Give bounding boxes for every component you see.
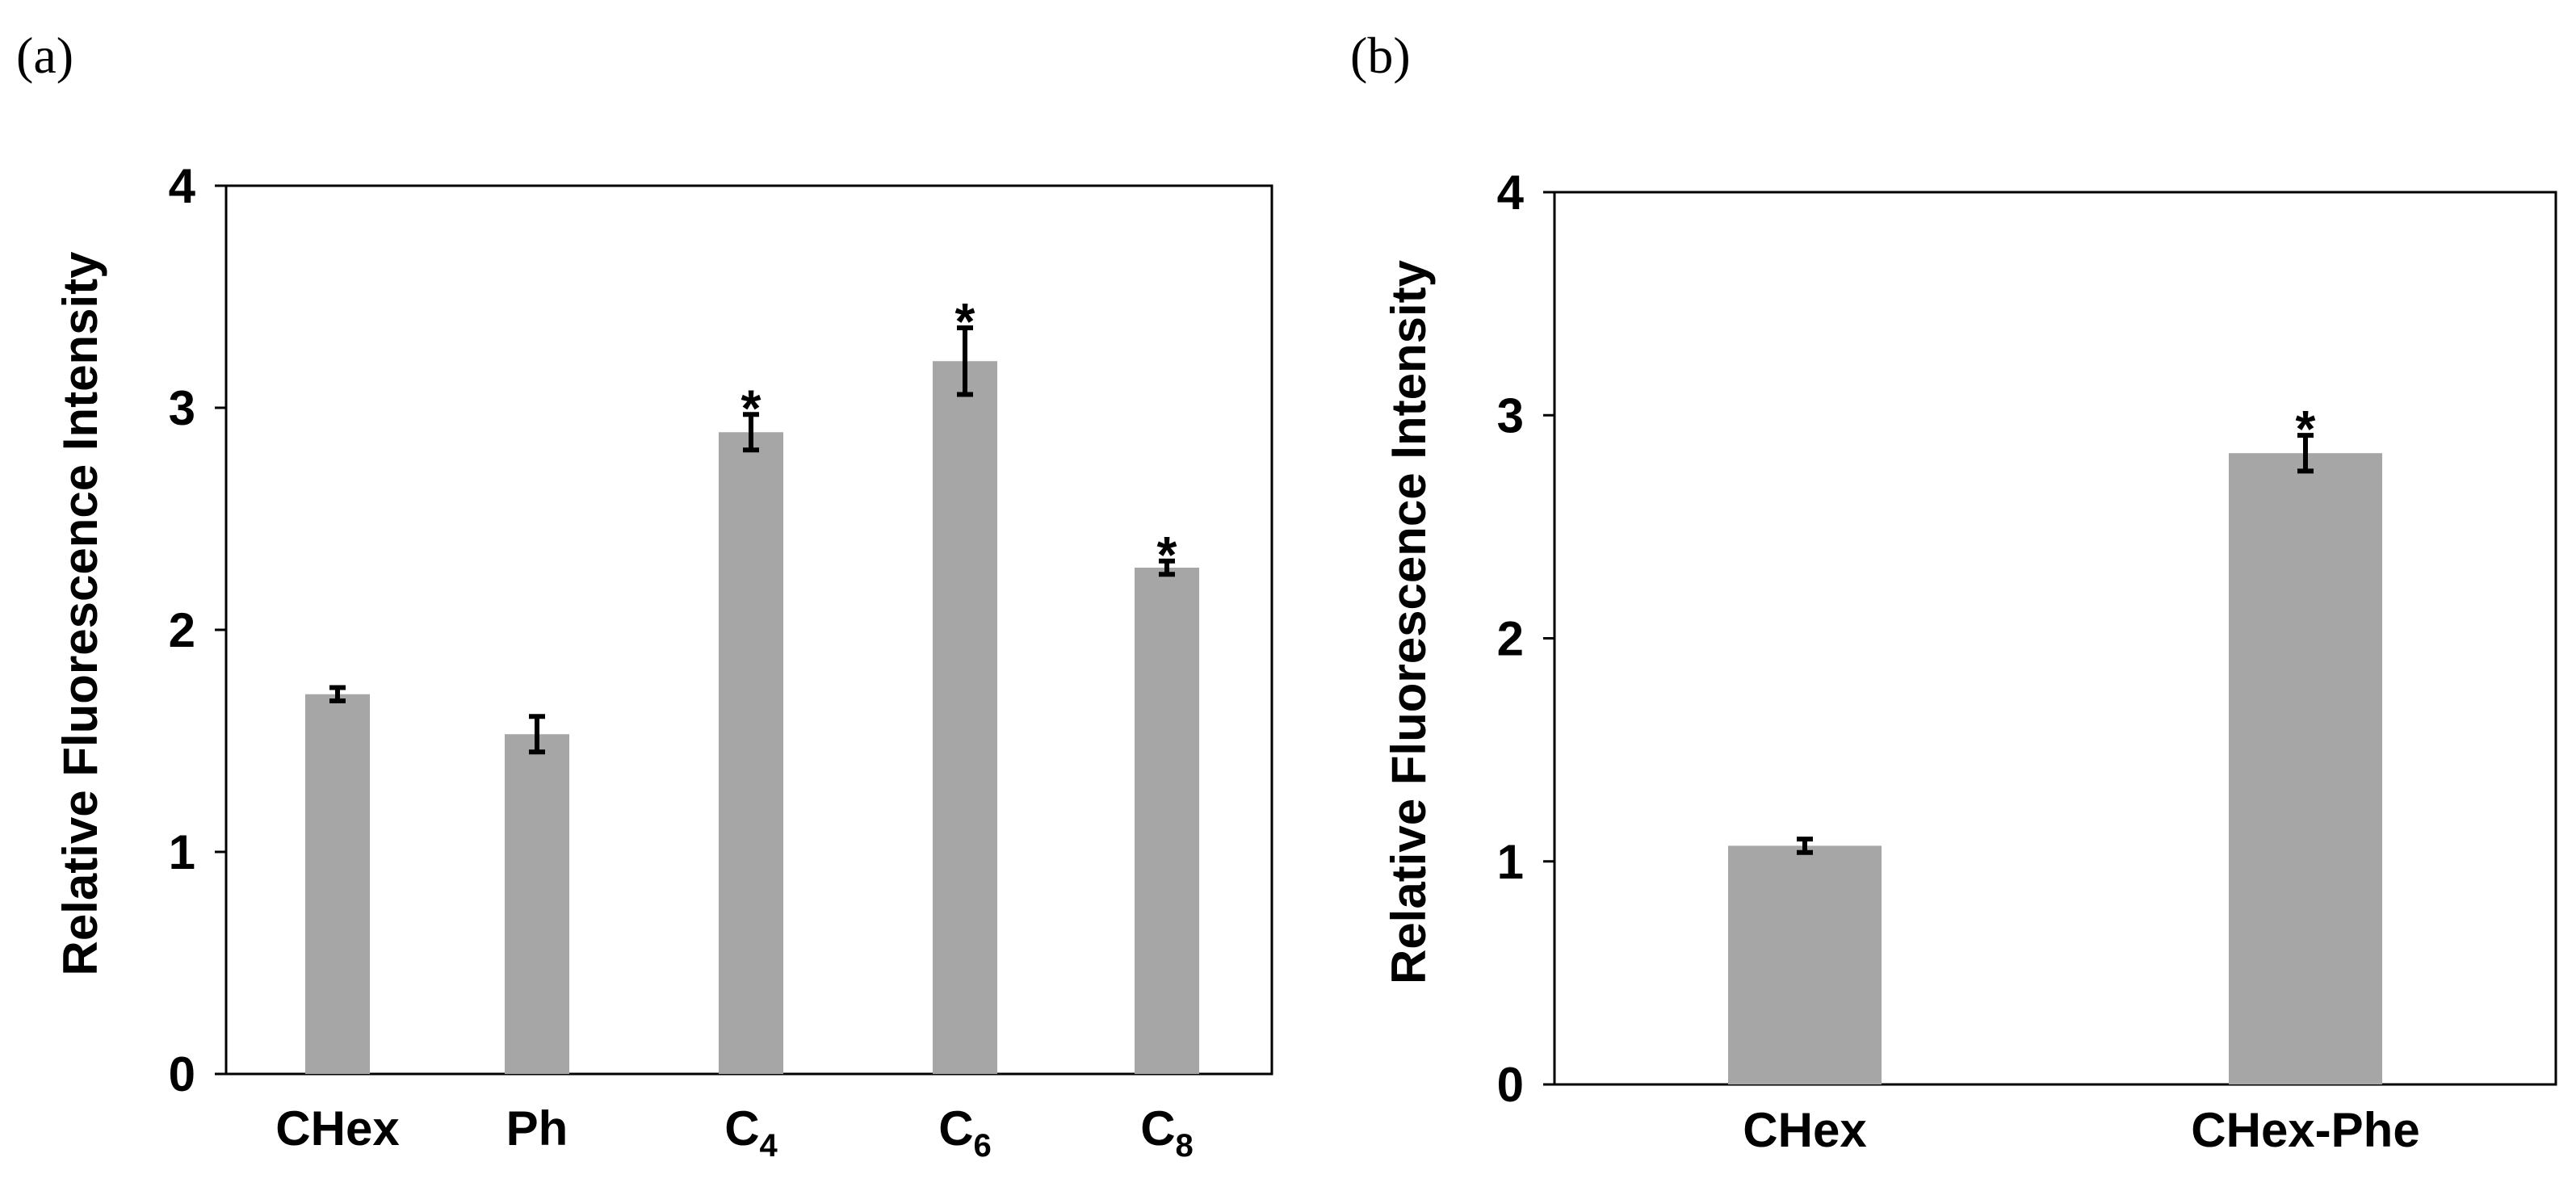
panel-a-significance-marker: * (741, 379, 761, 437)
panel-a-y-tick-label: 4 (169, 159, 196, 213)
category-main-text: CHex (1743, 1103, 1866, 1157)
panel-b-y-tick-label: 1 (1497, 835, 1524, 889)
category-main-text: CHex-Phe (2191, 1103, 2419, 1157)
panel-a-significance-marker: * (955, 292, 975, 350)
panel-a-label: (a) (16, 27, 73, 84)
panel-b-plot-frame (1553, 191, 2557, 1086)
panel-a-bar (933, 361, 997, 1074)
category-main-text: C (938, 1101, 973, 1156)
panel-b-category-label: CHex (1743, 1103, 1866, 1157)
panel-b-y-tick-label: 2 (1497, 612, 1524, 666)
panel-b-bar (1728, 845, 1882, 1084)
panel-a-bar (719, 432, 783, 1074)
panel-b-y-tick-label: 4 (1497, 166, 1525, 220)
panel-a-category-label: C4 (724, 1101, 778, 1164)
panel-a-chart: (a) 0 1 2 3 4 Relative Fluorescence Intensity C… (16, 27, 1273, 1164)
category-subscript: 8 (1176, 1128, 1194, 1164)
panel-b-chart: (b) 0 1 2 3 4 Relative Fluorescence Intensity C… (1350, 27, 2557, 1157)
panel-a-category-label: C6 (938, 1101, 992, 1164)
panel-b-y-axis-title: Relative Fluorescence Intensity (1382, 259, 1436, 984)
panel-a-bar (305, 694, 370, 1074)
panel-a-category-label: Ph (506, 1101, 568, 1156)
panel-a-significance-marker: * (1157, 526, 1177, 584)
category-subscript: 6 (974, 1128, 992, 1164)
panel-a-y-tick-label: 1 (169, 825, 195, 879)
category-main-text: C (724, 1101, 759, 1156)
category-main-text: CHex (275, 1101, 399, 1156)
panel-a-category-label: C8 (1140, 1101, 1194, 1164)
category-main-text: C (1140, 1101, 1175, 1156)
panel-b-significance-marker: * (2296, 400, 2316, 458)
panel-a-y-axis-title: Relative Fluorescence Intensity (53, 251, 107, 976)
panel-b-y-tick-label: 0 (1497, 1058, 1524, 1112)
panel-b-label: (b) (1350, 27, 1411, 84)
panel-a-y-tick-label: 0 (169, 1047, 195, 1101)
panel-a-bar (1135, 568, 1199, 1074)
panel-a-bar (505, 734, 569, 1074)
panel-a-y-tick-label: 2 (169, 603, 195, 657)
panel-a-category-label: CHex (275, 1101, 399, 1156)
panel-b-bar (2229, 453, 2382, 1084)
panel-b-category-label: CHex-Phe (2191, 1103, 2419, 1157)
category-main-text: Ph (506, 1101, 568, 1156)
category-subscript: 4 (760, 1128, 778, 1164)
panel-b-y-tick-label: 3 (1497, 388, 1524, 443)
panel-a-y-tick-label: 3 (169, 381, 195, 435)
